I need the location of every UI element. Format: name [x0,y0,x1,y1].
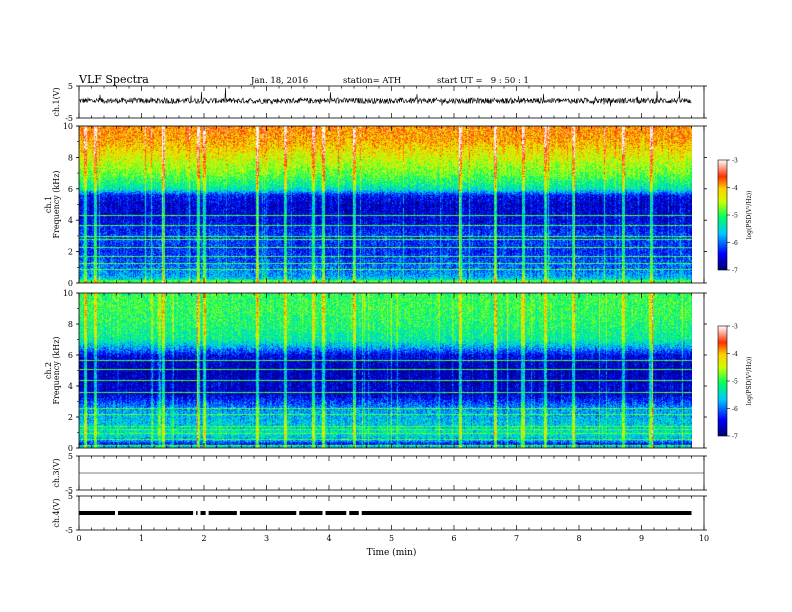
x-tick-label: 10 [699,534,709,543]
y-tick-label: 2 [68,248,73,257]
ch4-waveform-segment [349,511,359,515]
y-tick-label: 4 [68,382,73,391]
colorbar-tick-label: -3 [732,158,738,165]
y-tick-label: 4 [68,216,73,225]
y-tick-label: 2 [68,413,73,422]
ch4-waveform-segment [208,511,237,515]
ch4-waveform-segment [239,511,297,515]
x-tick-label: 4 [326,534,331,543]
ch1-waveform-trace [78,87,692,107]
ch4-waveform-segment [361,511,692,515]
ch4-waveform-ylabel: ch.4(V) [52,498,61,527]
ch2-spectrogram-channel-label: ch.2 [44,362,53,379]
ch3-waveform-ylabel: ch.3(V) [52,458,61,487]
date-label: Jan. 18, 2016 [251,76,309,86]
y-tick-label: 8 [68,320,73,329]
colorbar-tick-label: -4 [732,185,738,192]
ch1-waveform-ylabel: ch.1(V) [52,87,61,116]
x-tick-label: 8 [576,534,581,543]
colorbar-tick-label: -6 [732,240,738,247]
y-tick-label: 10 [63,289,73,298]
colorbar-tick-label: -5 [732,379,738,386]
ch4-waveform-segment [325,511,347,515]
y-tick-label: 8 [68,153,73,162]
y-tick-label: 0 [68,444,73,453]
x-tick-label: 1 [139,534,144,543]
ch4-waveform-segment [118,511,194,515]
ch4-waveform-segment [79,511,115,515]
y-tick-label: -5 [65,526,73,535]
ch2-spectrogram-ylabel: Frequency (kHz) [52,336,61,404]
y-tick-label: 5 [68,82,73,91]
colorbar-1 [717,159,728,271]
ch2-spectrogram-heatmap-image [79,293,692,448]
ch4-waveform-segment [196,511,198,515]
colorbar-tick-label: -3 [732,324,738,331]
x-tick-label: 5 [389,534,394,543]
ch4-waveform-segment [200,511,206,515]
ch1-spectrogram-ylabel: Frequency (kHz) [52,170,61,238]
colorbar-label: log(PSD(V²/Hz)) [746,357,753,406]
x-tick-label: 3 [264,534,269,543]
y-tick-label: 10 [63,122,73,131]
x-tick-label: 9 [639,534,644,543]
station-label: station= ATH [343,76,402,86]
colorbar-label: log(PSD(V²/Hz)) [746,191,753,240]
ch4-waveform-segment [299,511,323,515]
ch1-spectrogram-channel-label: ch.1 [44,196,53,213]
y-tick-label: 6 [68,185,73,194]
start-ut-label: start UT = 9 : 50 : 1 [437,76,529,86]
colorbar-tick-label: -7 [732,268,738,275]
figure-title: VLF Spectra [79,73,149,86]
x-tick-label: 7 [514,534,519,543]
y-tick-label: -5 [65,486,73,495]
y-tick-label: 5 [68,492,73,501]
y-tick-label: 6 [68,351,73,360]
x-tick-label: 2 [201,534,206,543]
colorbar-tick-label: -5 [732,213,738,220]
x-axis-label: Time (min) [367,547,417,558]
x-tick-label: 0 [76,534,81,543]
colorbar-tick-label: -4 [732,351,738,358]
colorbar-tick-label: -6 [732,406,738,413]
colorbar-2 [717,325,728,437]
colorbar-tick-label: -7 [732,434,738,441]
x-tick-label: 6 [451,534,456,543]
y-tick-label: 5 [68,452,73,461]
ch1-spectrogram-heatmap-image [79,126,692,283]
y-tick-label: 0 [68,279,73,288]
y-tick-label: -5 [65,114,73,123]
